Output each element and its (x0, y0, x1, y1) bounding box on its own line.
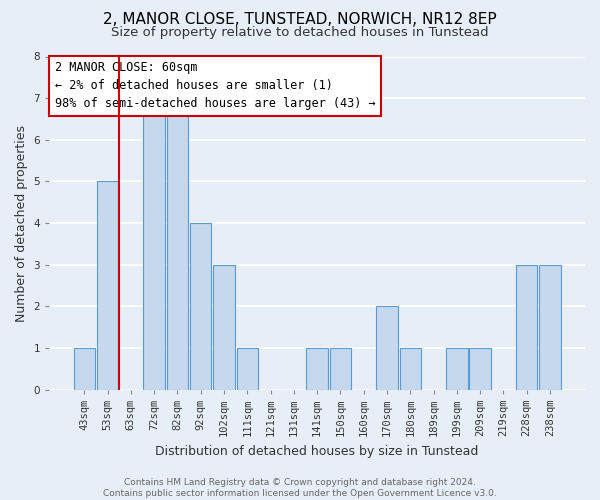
X-axis label: Distribution of detached houses by size in Tunstead: Distribution of detached houses by size … (155, 444, 479, 458)
Text: 2 MANOR CLOSE: 60sqm
← 2% of detached houses are smaller (1)
98% of semi-detache: 2 MANOR CLOSE: 60sqm ← 2% of detached ho… (55, 62, 375, 110)
Bar (329, 348, 351, 390)
Bar (539, 264, 560, 390)
Bar (213, 264, 235, 390)
Bar (446, 348, 467, 390)
Bar (376, 306, 398, 390)
Bar (97, 182, 118, 390)
Text: Contains HM Land Registry data © Crown copyright and database right 2024.
Contai: Contains HM Land Registry data © Crown c… (103, 478, 497, 498)
Bar (74, 348, 95, 390)
Bar (400, 348, 421, 390)
Bar (307, 348, 328, 390)
Text: 2, MANOR CLOSE, TUNSTEAD, NORWICH, NR12 8EP: 2, MANOR CLOSE, TUNSTEAD, NORWICH, NR12 … (103, 12, 497, 28)
Bar (143, 98, 165, 390)
Bar (236, 348, 258, 390)
Bar (516, 264, 538, 390)
Bar (167, 98, 188, 390)
Y-axis label: Number of detached properties: Number of detached properties (15, 124, 28, 322)
Text: Size of property relative to detached houses in Tunstead: Size of property relative to detached ho… (111, 26, 489, 39)
Bar (190, 223, 211, 390)
Bar (469, 348, 491, 390)
